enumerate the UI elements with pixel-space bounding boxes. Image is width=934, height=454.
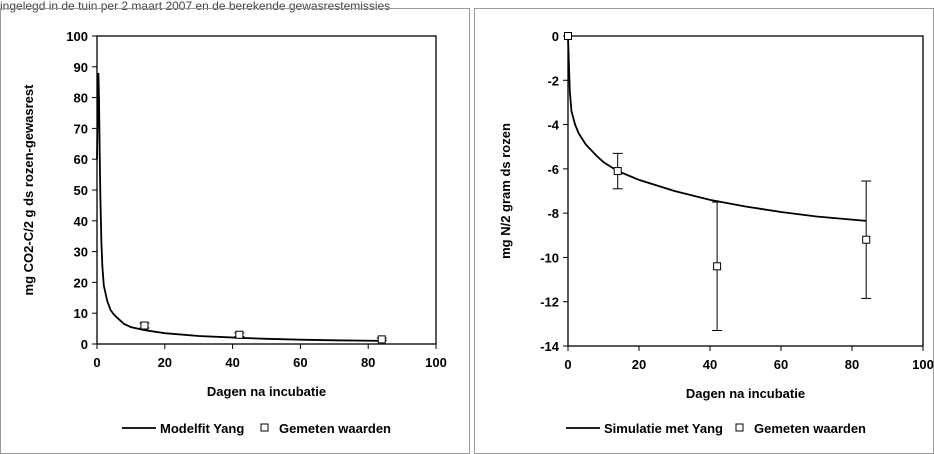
x-tick-label: 60 bbox=[774, 357, 788, 372]
y-tick-label: -2 bbox=[547, 73, 559, 88]
y-tick-label: 0 bbox=[552, 29, 559, 44]
x-tick-label: 20 bbox=[632, 357, 646, 372]
y-tick-label: 50 bbox=[74, 183, 88, 198]
y-axis-label: mg CO2-C/2 g ds rozen-gewasrest bbox=[21, 84, 36, 296]
x-axis-label: Dagen na incubatie bbox=[686, 386, 805, 401]
x-tick-label: 80 bbox=[361, 355, 375, 370]
co2-chart: 0 10 20 30 40 50 60 70 80 90 100 0 20 40 60 80 100 Dagen … bbox=[21, 29, 447, 436]
y-tick-label: 60 bbox=[74, 152, 88, 167]
y-tick-label: -8 bbox=[547, 206, 559, 221]
x-tick-label: 0 bbox=[564, 357, 571, 372]
legend-marker-swatch bbox=[735, 423, 744, 432]
y-tick-label: 20 bbox=[74, 275, 88, 290]
nitrogen-chart: 0 -2 -4 -6 -8 -10 -12 -14 0 20 40 60 80 100 Dagen na i… bbox=[498, 29, 934, 436]
data-point bbox=[613, 167, 622, 176]
legend-label-marker: Gemeten waarden bbox=[754, 421, 866, 436]
y-tick-label: 80 bbox=[74, 91, 88, 106]
legend-label-marker: Gemeten waarden bbox=[279, 421, 391, 436]
plot-area bbox=[567, 35, 924, 347]
left-chart-panel: 0 10 20 30 40 50 60 70 80 90 100 0 20 40 60 80 100 Dagen … bbox=[0, 14, 474, 454]
x-tick-label: 80 bbox=[845, 357, 859, 372]
y-tick-label: -14 bbox=[540, 339, 560, 354]
data-point bbox=[713, 262, 722, 271]
series-line bbox=[567, 35, 867, 222]
x-tick-label: 40 bbox=[703, 357, 717, 372]
x-tick-label: 60 bbox=[293, 355, 307, 370]
y-tick-label: 40 bbox=[74, 214, 88, 229]
x-tick-label: 20 bbox=[158, 355, 172, 370]
x-tick-label: 100 bbox=[912, 357, 934, 372]
x-axis-label: Dagen na incubatie bbox=[207, 384, 326, 399]
y-tick-label: -6 bbox=[547, 162, 559, 177]
y-tick-label: 30 bbox=[74, 245, 88, 260]
series-line bbox=[96, 72, 382, 342]
legend-marker-swatch bbox=[260, 423, 269, 432]
data-point bbox=[377, 335, 386, 344]
y-axis-label: mg N/2 gram ds rozen bbox=[498, 123, 513, 259]
y-tick-label: 0 bbox=[81, 337, 88, 352]
data-point bbox=[140, 321, 149, 330]
y-tick-label: -4 bbox=[547, 118, 559, 133]
x-tick-label: 40 bbox=[225, 355, 239, 370]
y-tick-label: 90 bbox=[74, 60, 88, 75]
x-tick-label: 0 bbox=[93, 355, 100, 370]
plot-area bbox=[96, 35, 437, 345]
legend-label-line: Simulatie met Yang bbox=[604, 421, 723, 436]
data-point bbox=[862, 235, 871, 244]
caption-fragment: ingelegd in de tuin per 2 maart 2007 en … bbox=[0, 0, 391, 13]
y-tick-label: 100 bbox=[66, 29, 88, 44]
y-tick-label: -10 bbox=[540, 250, 559, 265]
y-tick-label: -12 bbox=[540, 295, 559, 310]
y-tick-label: 70 bbox=[74, 121, 88, 136]
right-chart-panel: 0 -2 -4 -6 -8 -10 -12 -14 0 20 40 60 80 100 Dagen na i… bbox=[474, 14, 934, 454]
legend-label-line: Modelfit Yang bbox=[160, 421, 244, 436]
x-tick-label: 100 bbox=[425, 355, 447, 370]
y-tick-label: 10 bbox=[74, 306, 88, 321]
data-point bbox=[235, 330, 244, 339]
data-point bbox=[564, 32, 572, 40]
